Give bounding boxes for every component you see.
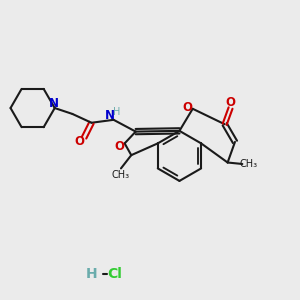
Text: H: H <box>85 267 97 281</box>
Text: CH₃: CH₃ <box>112 170 130 180</box>
Text: O: O <box>74 134 84 148</box>
Text: H: H <box>113 107 120 118</box>
Text: O: O <box>226 96 236 109</box>
Text: CH₃: CH₃ <box>240 159 258 169</box>
Text: N: N <box>105 109 115 122</box>
Text: O: O <box>182 101 192 114</box>
Text: N: N <box>49 97 59 110</box>
Text: O: O <box>114 140 124 153</box>
Text: Cl: Cl <box>107 267 122 281</box>
